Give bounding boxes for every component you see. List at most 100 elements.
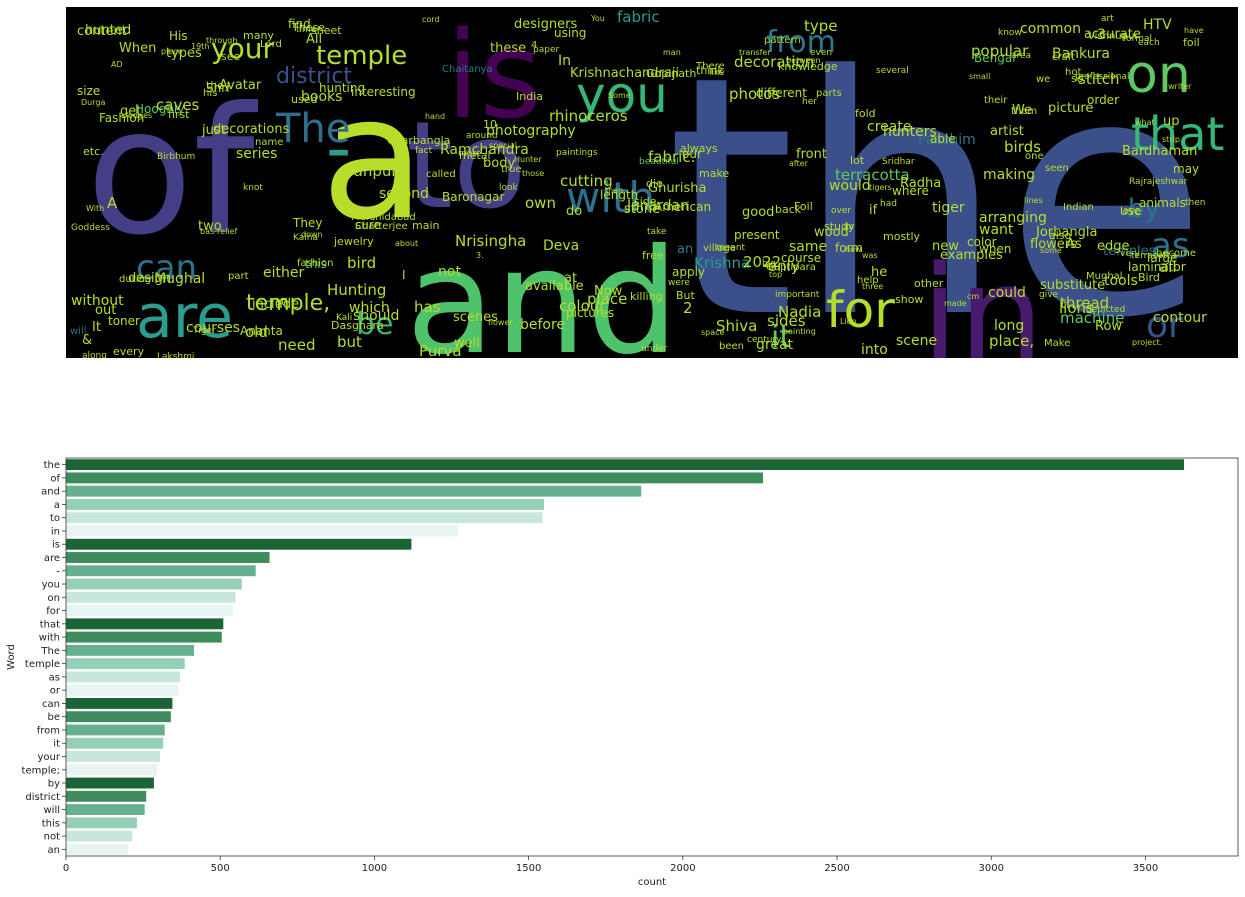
cloud-word: AD	[111, 60, 123, 69]
bar	[66, 512, 543, 524]
cloud-word: knowledge	[778, 60, 838, 73]
cloud-word: Charbangla	[387, 134, 450, 147]
cloud-word: Chatterjee	[355, 221, 408, 232]
cloud-word: terracotta	[1131, 251, 1176, 261]
x-axis: 0 500 1000 1500 2000 2500 3000 3500	[63, 856, 1158, 874]
cloud-word: edge	[1097, 239, 1130, 254]
cloud-word: These	[291, 21, 325, 34]
cloud-word: Hooghly	[135, 102, 184, 116]
cloud-word: Shri	[206, 81, 230, 95]
cloud-word: up	[1163, 114, 1180, 129]
cloud-word: artist	[990, 124, 1024, 139]
cloud-word: front	[796, 147, 827, 162]
cloud-word: Jorbangla	[1035, 225, 1097, 240]
cloud-word: decorations	[213, 122, 290, 137]
cloud-word: about	[395, 239, 418, 248]
y-tick-label: not	[44, 832, 60, 843]
cloud-word: only	[768, 257, 800, 275]
bar	[66, 804, 145, 816]
cloud-word: books	[301, 89, 342, 105]
cloud-word: type	[804, 17, 838, 35]
cloud-word: formal	[1123, 34, 1152, 44]
cloud-word: foil	[1183, 36, 1200, 49]
cloud-word: But	[676, 289, 696, 302]
cloud-word: Some	[608, 91, 631, 100]
y-tick-label: are	[44, 553, 60, 564]
y-tick-label: to	[50, 513, 60, 524]
cloud-word: be	[356, 307, 394, 342]
cloud-word: two	[198, 219, 222, 234]
cloud-word: pattern	[764, 35, 801, 46]
cloud-word: help	[857, 275, 879, 286]
cloud-word: fashion	[297, 258, 333, 269]
cloud-word: an	[677, 242, 693, 257]
cloud-word: making	[983, 167, 1035, 183]
x-tick-label: 1500	[516, 863, 541, 874]
cloud-word: scene	[896, 333, 937, 349]
cloud-word: he	[871, 265, 887, 280]
cloud-word: &	[82, 333, 92, 348]
cloud-word: Nadia	[778, 303, 821, 321]
cloud-word: Ganpur	[342, 162, 398, 180]
cloud-word: substitute	[1040, 278, 1105, 293]
cloud-word: back	[775, 203, 802, 216]
cloud-word: Durga	[81, 98, 105, 107]
cloud-word: seen	[1045, 163, 1069, 174]
cloud-word: depicted	[1086, 305, 1125, 315]
bar	[66, 790, 147, 802]
cloud-word: free	[642, 249, 664, 262]
cloud-word: cm	[967, 292, 979, 301]
cloud-word: animals	[1139, 196, 1186, 210]
cloud-word: or	[1146, 305, 1183, 346]
y-tick-label: you	[42, 580, 60, 591]
cloud-word: hunting	[319, 81, 365, 95]
cloud-word: body	[483, 156, 515, 171]
bar	[66, 737, 164, 749]
cloud-word: With	[86, 204, 104, 213]
cloud-word: fabric.	[648, 148, 695, 166]
bar	[66, 697, 173, 709]
cloud-word: use	[1120, 204, 1141, 218]
cloud-word: your	[211, 32, 274, 65]
cloud-word: designers	[514, 17, 577, 32]
cloud-word: like	[709, 68, 725, 78]
cloud-word: Kalna	[293, 233, 318, 243]
y-tick-label: by	[48, 779, 60, 790]
cloud-word: sheet	[311, 24, 342, 37]
x-tick-label: 2000	[670, 863, 695, 874]
cloud-word: His	[169, 29, 188, 43]
cloud-word: between	[786, 56, 821, 65]
cloud-word: look	[499, 183, 519, 193]
cloud-word: them	[1011, 106, 1037, 117]
cloud-word: think	[696, 64, 724, 77]
bar	[66, 658, 185, 670]
cloud-word: courses	[186, 320, 240, 336]
cloud-word: for	[826, 281, 895, 339]
cloud-word: Kali	[336, 313, 352, 323]
cloud-word: show	[895, 293, 923, 306]
y-tick-label: with	[39, 633, 60, 644]
cloud-word: Deva	[543, 238, 579, 254]
y-tick-label: temple;	[22, 765, 60, 776]
cloud-word: give	[1039, 290, 1059, 300]
cloud-word: Sridhar	[882, 157, 915, 167]
cloud-word: content	[77, 24, 127, 39]
cloud-word: are	[136, 282, 233, 352]
cloud-word: American	[654, 200, 711, 214]
bar	[66, 578, 242, 590]
cloud-word: 4	[531, 40, 537, 51]
cloud-word: Guptipara	[766, 262, 816, 273]
cloud-word: Krishnachandraji	[570, 66, 679, 81]
cloud-word: present	[734, 228, 780, 242]
cloud-word: many	[243, 29, 274, 42]
cloud-word: great	[756, 337, 794, 353]
cloud-word: Mughal	[154, 271, 205, 287]
cloud-word: want	[979, 222, 1014, 238]
cloud-word: same	[789, 239, 827, 255]
cloud-word: 2022	[743, 253, 781, 271]
cloud-word: place,	[989, 332, 1034, 350]
cloud-word: Vishnupur	[1088, 31, 1139, 42]
cloud-word: bird	[347, 254, 376, 272]
cloud-word: used	[291, 93, 317, 106]
cloud-word: out	[95, 303, 116, 318]
